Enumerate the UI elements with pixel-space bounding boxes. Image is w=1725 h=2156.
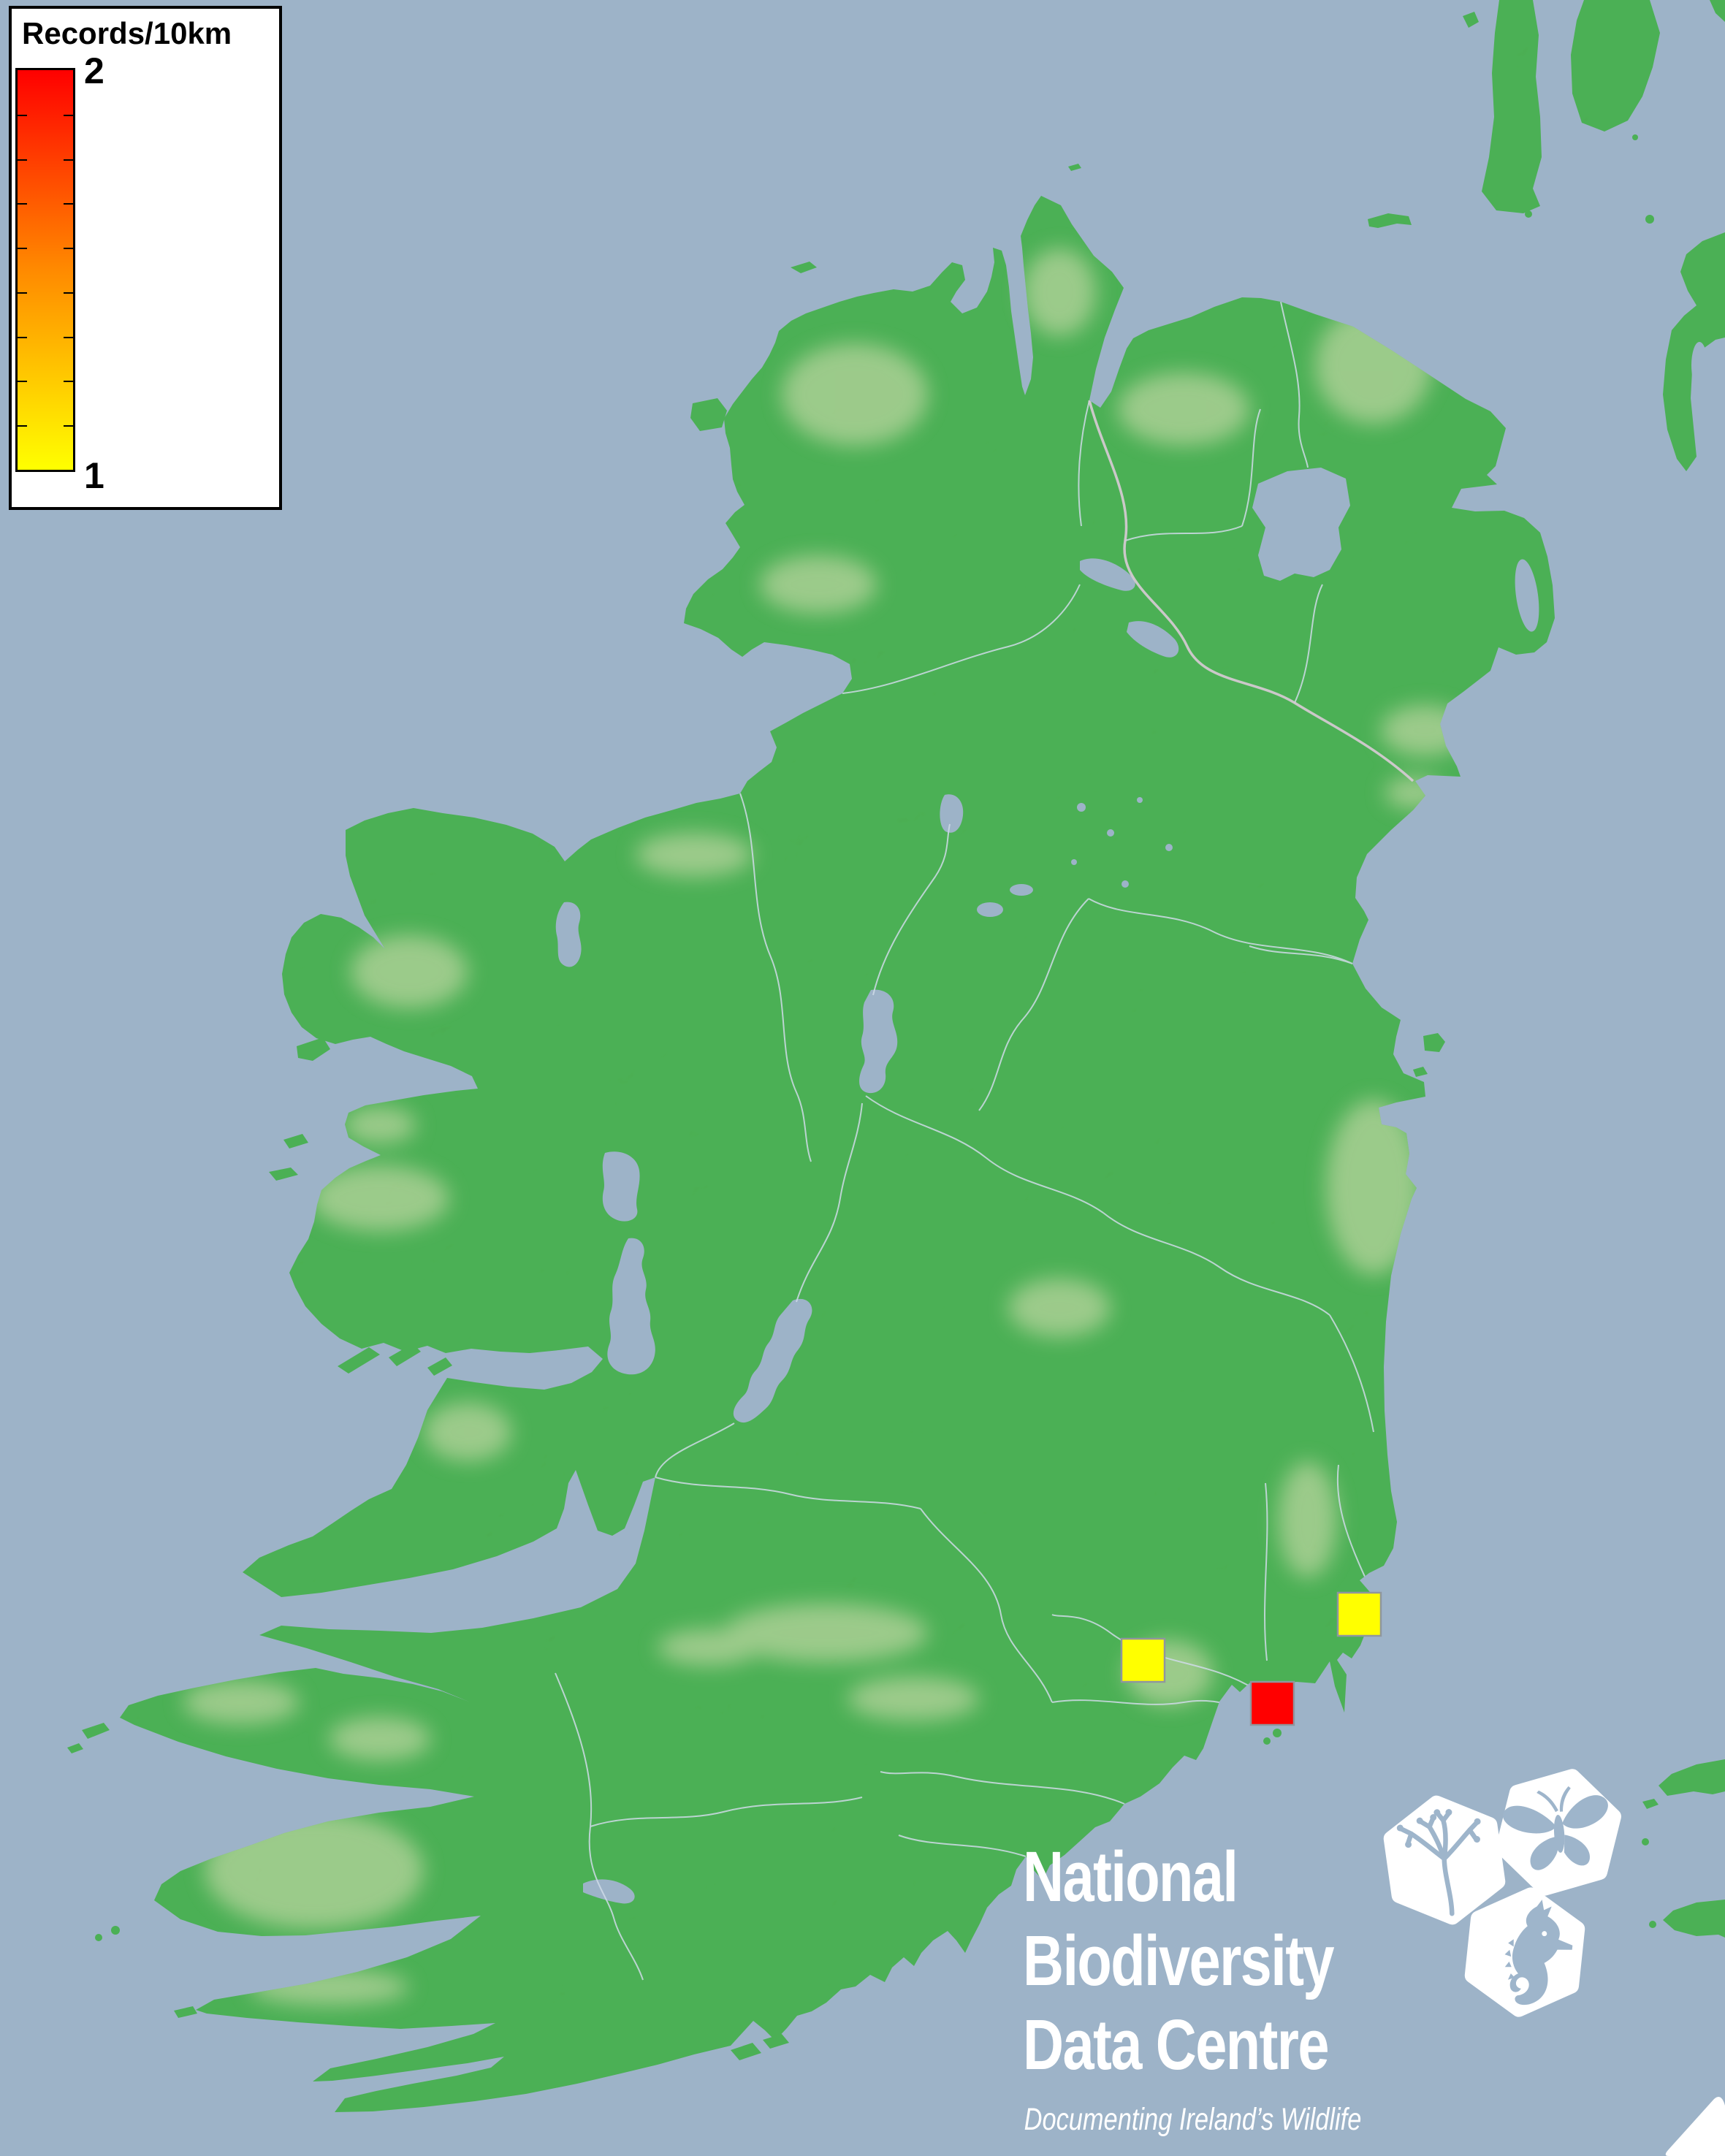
island-cape-clear xyxy=(731,2043,761,2060)
logo-line-data-centre: Data Centre xyxy=(1023,2005,1330,2084)
island-arran xyxy=(1571,0,1660,132)
legend-tick xyxy=(64,381,73,383)
island-aranmore xyxy=(690,398,727,431)
island-aran-inishmore xyxy=(338,1347,380,1374)
ni-border-line xyxy=(1088,400,1414,782)
island-inishtrahull xyxy=(1068,164,1081,171)
logo-line-national: National xyxy=(1023,1837,1238,1916)
island-skellig xyxy=(95,1934,102,1941)
island-inishbofin xyxy=(269,1167,298,1181)
legend-gradient-bar xyxy=(15,68,75,472)
legend-tick xyxy=(64,292,73,294)
legend-panel: Records/10km 2 1 xyxy=(9,6,282,510)
record-square-square-wexford xyxy=(1336,1591,1382,1637)
lough-erne-lower xyxy=(1080,558,1135,591)
corner-wedge xyxy=(1665,2097,1725,2156)
island-aran-inisheer xyxy=(427,1357,452,1376)
record-square-square-waterford-coast xyxy=(1249,1680,1295,1726)
island-tory xyxy=(791,262,817,273)
island-rathlin xyxy=(1368,213,1412,228)
record-squares-layer xyxy=(1120,1591,1382,1726)
islet-pembroke xyxy=(1649,1921,1656,1928)
lough-neagh xyxy=(1252,468,1350,581)
island-ailsa-craig xyxy=(1645,215,1654,224)
strangford-lough xyxy=(1515,559,1539,632)
island-aran-inishmaan xyxy=(389,1344,421,1366)
legend-tick xyxy=(18,381,27,383)
logo-line-biodiversity: Biodiversity xyxy=(1023,1921,1335,2000)
legend-title: Records/10km xyxy=(22,16,232,50)
island-irelands-eye xyxy=(1413,1067,1428,1077)
legend-tick xyxy=(18,248,27,250)
island-dursey xyxy=(174,2006,197,2018)
lough-mask xyxy=(602,1151,640,1222)
seahorse-icon xyxy=(1464,1887,1585,2017)
logo-tagline: Documenting Ireland’s Wildlife xyxy=(1024,2102,1362,2137)
island-gigha xyxy=(1463,12,1479,28)
legend-tick xyxy=(18,203,27,205)
county-boundaries xyxy=(555,301,1375,1981)
legend-tick xyxy=(64,336,73,338)
lough-allen xyxy=(940,794,964,833)
lough-sheelin xyxy=(977,902,1003,917)
island-saltee-2 xyxy=(1263,1737,1271,1745)
legend-max-label: 2 xyxy=(84,50,104,91)
lakes xyxy=(555,342,1707,1904)
nbdc-logo-icons xyxy=(1383,1769,1621,2017)
island-bardsey xyxy=(1642,1799,1659,1809)
butterfly-icon xyxy=(1496,1769,1621,1896)
island-inishturk xyxy=(283,1134,308,1149)
lough-derravaragh xyxy=(1010,884,1033,896)
lough-conn xyxy=(555,902,582,967)
island-sherkin xyxy=(763,2034,789,2049)
landmass-kintyre xyxy=(1482,0,1542,213)
lough-derg xyxy=(733,1298,812,1423)
landmass-pembrokeshire xyxy=(1663,1900,1725,1938)
island-blasket-small xyxy=(67,1743,83,1753)
killarney-lakes xyxy=(583,1879,635,1904)
island-lambay xyxy=(1423,1033,1445,1052)
island-blasket xyxy=(82,1723,110,1739)
legend-tick xyxy=(64,248,73,250)
lough-erne-upper xyxy=(1127,621,1179,658)
legend-tick xyxy=(64,114,73,116)
record-square-square-waterford-west xyxy=(1120,1637,1166,1683)
legend-tick xyxy=(18,114,27,116)
plant-icon xyxy=(1383,1795,1506,1925)
legend-tick xyxy=(64,425,73,427)
landmass-llyn xyxy=(1659,1759,1725,1796)
island-skellig-2 xyxy=(111,1926,120,1935)
island-saltee xyxy=(1273,1729,1282,1737)
legend-min-label: 1 xyxy=(84,455,104,496)
lough-corrib xyxy=(607,1238,655,1375)
legend-tick xyxy=(18,336,27,338)
lough-ree xyxy=(859,989,898,1094)
island-clare xyxy=(297,1037,330,1061)
island-pladda xyxy=(1632,134,1638,140)
islet-welsh xyxy=(1642,1838,1649,1845)
legend-tick xyxy=(18,292,27,294)
island-sanda xyxy=(1525,210,1532,218)
landmass-ayrshire xyxy=(1710,0,1725,22)
legend-tick xyxy=(18,425,27,427)
legend-tick xyxy=(18,159,27,161)
loch-ryan xyxy=(1691,342,1707,389)
legend-tick xyxy=(64,159,73,161)
legend-tick xyxy=(64,203,73,205)
